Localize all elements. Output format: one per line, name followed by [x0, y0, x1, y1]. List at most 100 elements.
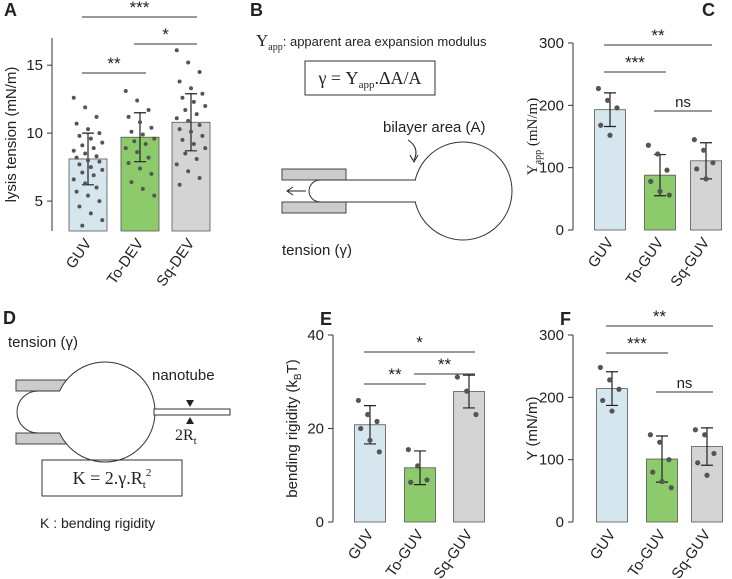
data-point — [174, 48, 179, 53]
significance-label: ** — [388, 365, 402, 384]
data-point — [80, 170, 85, 175]
nanotube — [153, 408, 231, 416]
significance-label: ** — [651, 26, 665, 45]
data-point — [177, 79, 182, 84]
data-point — [197, 122, 202, 127]
data-point — [100, 167, 105, 172]
data-point — [695, 460, 701, 466]
pipette — [281, 168, 347, 181]
data-point — [177, 127, 182, 132]
data-point — [149, 125, 154, 130]
data-point — [71, 177, 76, 182]
data-point — [123, 89, 128, 94]
data-point — [88, 165, 93, 170]
data-point — [355, 397, 361, 404]
data-point — [607, 132, 613, 138]
tension-label: tension (γ) — [282, 242, 352, 259]
data-point — [94, 185, 99, 190]
y-tick-label: 15 — [26, 57, 43, 74]
data-point — [408, 479, 414, 485]
data-point — [74, 121, 79, 126]
significance-label: ** — [107, 54, 121, 73]
data-point — [97, 199, 102, 204]
y-tick-label: 0 — [556, 222, 564, 239]
data-point — [71, 148, 76, 153]
label-text: (mN/m) — [525, 98, 541, 150]
y-tick-label: 100 — [539, 452, 564, 469]
data-point — [186, 169, 191, 174]
formula-box — [304, 60, 436, 96]
aspirated-tongue — [16, 390, 60, 434]
y-tick-label: 300 — [539, 35, 564, 52]
formula: K = 2.γ.Rt2 — [73, 467, 152, 491]
data-point — [189, 129, 193, 134]
data-point — [454, 374, 460, 380]
pointer-head — [409, 154, 419, 164]
data-point — [71, 95, 76, 100]
y-axis-label: lysis tension (mN/m) — [3, 67, 20, 203]
definition: K : bending rigidity — [40, 515, 155, 531]
y-tick-label: 100 — [539, 160, 564, 177]
aspirated-tongue — [308, 179, 416, 203]
y-tick-label: 300 — [539, 327, 564, 344]
data-point — [597, 364, 603, 371]
data-point — [657, 439, 663, 445]
data-point — [616, 386, 622, 392]
formula-box — [41, 459, 183, 497]
label-text: bending rigidity (k — [284, 380, 301, 498]
data-point — [86, 193, 90, 198]
data-point — [83, 181, 88, 186]
data-point — [473, 411, 479, 418]
radius-base: 2R — [175, 427, 194, 444]
label-text: Y — [525, 164, 541, 175]
data-point — [88, 211, 93, 216]
data-point — [600, 397, 606, 404]
x-tick-label: To-GUV — [625, 527, 670, 579]
significance-label: ** — [653, 307, 667, 326]
data-point — [177, 182, 182, 187]
data-point — [609, 408, 615, 414]
radius-label: 2Rt — [175, 427, 197, 447]
significance-label: ** — [438, 355, 452, 374]
data-point — [86, 127, 90, 132]
data-point — [598, 122, 604, 128]
data-point — [666, 457, 672, 463]
data-point — [91, 173, 96, 178]
data-point — [655, 151, 661, 157]
formula-lead: γ = Y — [317, 68, 358, 88]
data-point — [711, 450, 717, 457]
panel-letter: D — [3, 308, 16, 328]
data-point — [97, 159, 102, 164]
bar — [594, 109, 626, 231]
data-point — [197, 175, 202, 180]
y-axis-label: Y (mN/m) — [524, 397, 541, 461]
data-point — [194, 112, 199, 117]
data-point — [703, 176, 709, 182]
formula: γ = Yapp.ΔA/A — [317, 68, 421, 91]
x-tick-label: GUV — [63, 236, 96, 272]
data-point — [152, 193, 157, 198]
data-point — [405, 446, 411, 453]
data-point — [605, 97, 611, 103]
data-point — [91, 146, 96, 151]
data-point — [174, 162, 179, 167]
data-point — [140, 132, 145, 137]
y-tick-label: 5 — [35, 193, 43, 210]
data-point — [97, 131, 102, 136]
data-point — [129, 180, 134, 185]
data-point — [138, 120, 142, 125]
arrow-head — [286, 186, 294, 196]
data-point — [94, 154, 99, 159]
data-point — [415, 463, 421, 469]
data-point — [74, 189, 79, 194]
error-bar — [364, 404, 376, 445]
data-point — [194, 156, 199, 161]
data-point — [100, 218, 105, 223]
tube-label: nanotube — [152, 367, 215, 384]
vesicle — [413, 141, 513, 241]
y-axis-label: Yapp (mN/m) — [525, 98, 544, 175]
data-point — [595, 85, 601, 92]
data-point — [691, 137, 697, 143]
x-tick-label: Sq-GUV — [668, 527, 714, 579]
